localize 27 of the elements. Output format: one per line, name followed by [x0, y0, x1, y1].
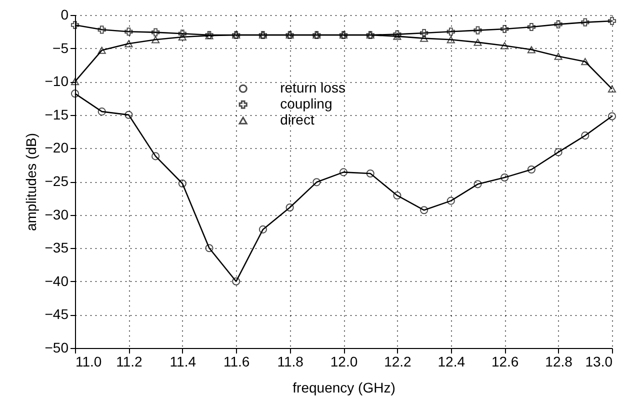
x-tick-label: 12.0: [330, 354, 358, 370]
x-tick-label: 11.0: [76, 354, 102, 370]
x-tick-label: 11.8: [277, 354, 304, 370]
legend-label: direct: [280, 112, 314, 128]
y-tick-label: −20: [44, 140, 69, 156]
y-tick-label: −25: [44, 173, 69, 189]
y-tick-label: −45: [44, 306, 69, 322]
y-axis-title: amplitudes (dB): [22, 132, 39, 232]
x-tick-label: 11.2: [116, 354, 143, 370]
x-tick-label: 12.6: [491, 354, 519, 370]
y-tick-label: −50: [44, 340, 69, 356]
y-tick-label: −40: [44, 272, 69, 289]
x-tick-label: 11.6: [223, 354, 250, 370]
y-tick-label: −35: [44, 240, 69, 256]
x-tick-label: 12.4: [438, 354, 466, 370]
y-tick-label: −30: [44, 206, 69, 222]
x-tick-label: 12.8: [545, 354, 573, 370]
y-tick-label: −15: [44, 106, 69, 122]
y-tick-label: −5: [52, 40, 69, 56]
y-tick-label: −10: [44, 73, 69, 90]
legend-label: coupling: [280, 96, 332, 112]
y-tick-label: 0: [60, 6, 69, 22]
legend-label: return loss: [280, 80, 346, 96]
x-axis-title: frequency (GHz): [292, 380, 396, 396]
x-tick-label: 12.2: [384, 354, 412, 370]
x-tick-label: 11.4: [170, 354, 196, 370]
x-tick-label: 13.0: [585, 354, 613, 370]
